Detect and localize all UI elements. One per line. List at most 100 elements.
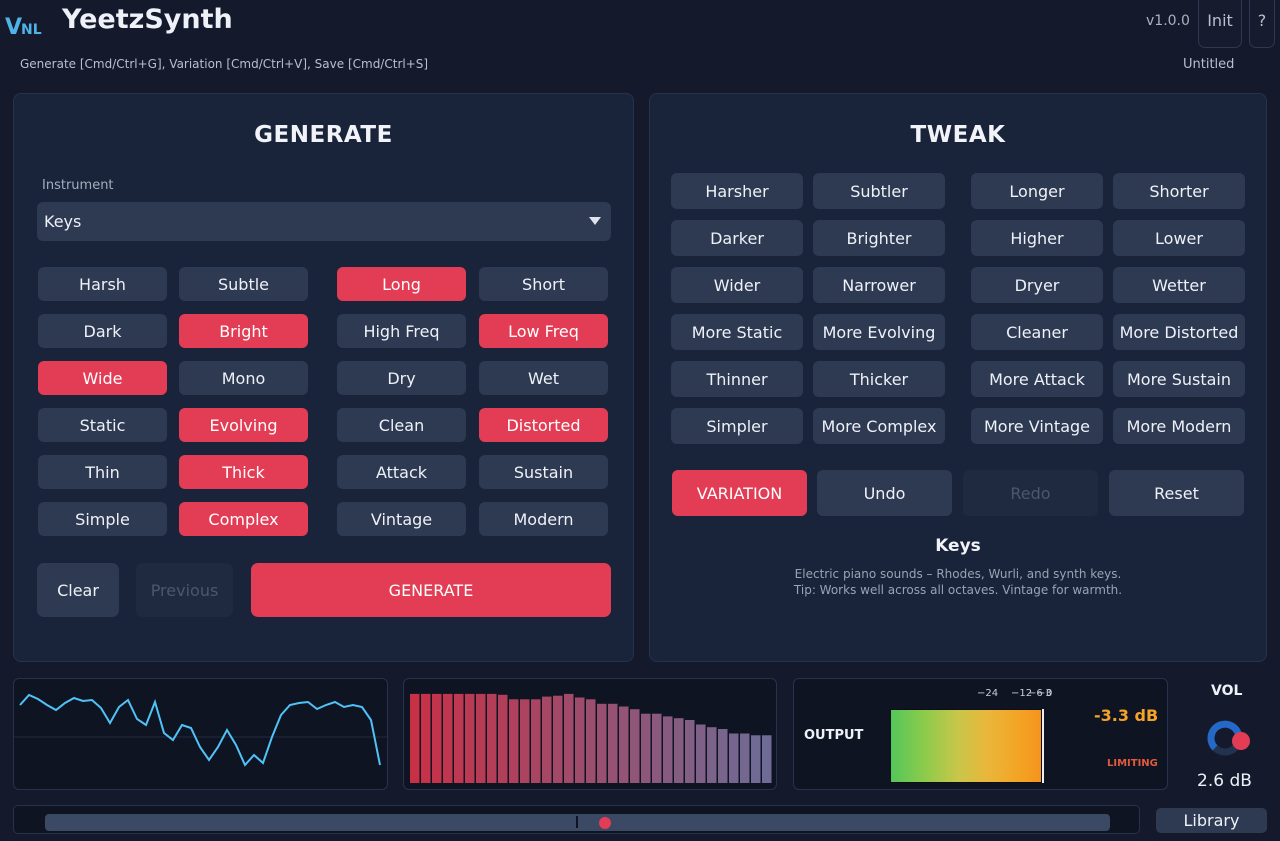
position-indicator[interactable]: [599, 817, 611, 829]
spectrum-bar: [663, 716, 673, 783]
tweak-button-wider[interactable]: Wider: [671, 267, 803, 303]
meter-tick: −12: [1011, 688, 1033, 699]
tweak-button-brighter[interactable]: Brighter: [813, 220, 945, 256]
variation-button[interactable]: VARIATION: [672, 470, 807, 516]
trait-chip-clean[interactable]: Clean: [337, 408, 466, 442]
tweak-button-simpler[interactable]: Simpler: [671, 408, 803, 444]
trait-chip-subtle[interactable]: Subtle: [179, 267, 308, 301]
keyboard-shortcuts-hint: Generate [Cmd/Ctrl+G], Variation [Cmd/Ct…: [20, 57, 429, 71]
output-meter-panel: OUTPUT −24 −12 −6 −3 0 -3.3 dB LIMITING: [793, 678, 1168, 790]
trait-chip-vintage[interactable]: Vintage: [337, 502, 466, 536]
trait-chip-mono[interactable]: Mono: [179, 361, 308, 395]
spectrum-bar: [454, 693, 464, 783]
spectrum-bar: [410, 693, 420, 783]
instrument-label: Instrument: [42, 178, 114, 193]
trait-chip-wide[interactable]: Wide: [38, 361, 167, 395]
trait-chip-static[interactable]: Static: [38, 408, 167, 442]
tweak-button-dryer[interactable]: Dryer: [971, 267, 1103, 303]
vnl-logo: V NL: [5, 15, 42, 40]
trait-chip-long[interactable]: Long: [337, 267, 466, 301]
tweak-button-longer[interactable]: Longer: [971, 173, 1103, 209]
spectrum-bar: [476, 693, 486, 783]
spectrum-bar: [553, 695, 563, 783]
tweak-button-more-distorted[interactable]: More Distorted: [1113, 314, 1245, 350]
trait-chip-complex[interactable]: Complex: [179, 502, 308, 536]
spectrum-bar: [762, 735, 772, 783]
tweak-button-thicker[interactable]: Thicker: [813, 361, 945, 397]
trait-chip-dry[interactable]: Dry: [337, 361, 466, 395]
volume-knob[interactable]: [1203, 714, 1253, 764]
trait-chip-short[interactable]: Short: [479, 267, 608, 301]
tweak-button-lower[interactable]: Lower: [1113, 220, 1245, 256]
trait-chip-attack[interactable]: Attack: [337, 455, 466, 489]
trait-chip-simple[interactable]: Simple: [38, 502, 167, 536]
tweak-button-thinner[interactable]: Thinner: [671, 361, 803, 397]
trait-chip-high-freq[interactable]: High Freq: [337, 314, 466, 348]
spectrum-bar: [652, 713, 662, 783]
trait-chip-dark[interactable]: Dark: [38, 314, 167, 348]
init-button[interactable]: Init: [1198, 0, 1242, 48]
tweak-button-more-sustain[interactable]: More Sustain: [1113, 361, 1245, 397]
trait-chip-distorted[interactable]: Distorted: [479, 408, 608, 442]
spectrum-bar: [707, 727, 717, 783]
spectrum-bar: [696, 724, 706, 783]
peak-marker: [1042, 709, 1044, 783]
tweak-button-shorter[interactable]: Shorter: [1113, 173, 1245, 209]
tweak-button-more-static[interactable]: More Static: [671, 314, 803, 350]
tweak-button-more-evolving[interactable]: More Evolving: [813, 314, 945, 350]
library-button[interactable]: Library: [1156, 808, 1267, 833]
trait-chip-low-freq[interactable]: Low Freq: [479, 314, 608, 348]
svg-text:V: V: [5, 15, 22, 40]
spectrum-bar: [509, 699, 519, 783]
tweak-panel: TWEAK Harsher Subtler Longer Shorter Darker B…: [649, 93, 1267, 662]
instrument-select[interactable]: Keys: [37, 202, 611, 241]
spectrum-bar: [443, 693, 453, 783]
volume-value: 2.6 dB: [1197, 771, 1252, 791]
spectrum-bar: [619, 706, 629, 783]
tweak-button-more-modern[interactable]: More Modern: [1113, 408, 1245, 444]
spectrum-bar: [520, 699, 530, 783]
version-label: v1.0.0: [1146, 13, 1190, 29]
trait-chip-sustain[interactable]: Sustain: [479, 455, 608, 489]
tweak-button-more-complex[interactable]: More Complex: [813, 408, 945, 444]
spectrum-bar: [542, 696, 552, 783]
trait-chip-thin[interactable]: Thin: [38, 455, 167, 489]
tweak-button-cleaner[interactable]: Cleaner: [971, 314, 1103, 350]
trait-chip-thick[interactable]: Thick: [179, 455, 308, 489]
generate-panel: GENERATE Instrument Keys Harsh Subtle Long…: [13, 93, 634, 662]
tweak-button-more-vintage[interactable]: More Vintage: [971, 408, 1103, 444]
previous-button[interactable]: Previous: [136, 563, 233, 617]
generate-button[interactable]: GENERATE: [251, 563, 611, 617]
waveform-line: [19, 693, 381, 767]
tweak-button-harsher[interactable]: Harsher: [671, 173, 803, 209]
spectrum-bar: [740, 733, 750, 783]
spectrum-bar: [465, 693, 475, 783]
redo-button[interactable]: Redo: [963, 470, 1098, 516]
spectrum-display: [403, 678, 777, 790]
tweak-button-subtler[interactable]: Subtler: [813, 173, 945, 209]
scrollbar-thumb[interactable]: [45, 814, 1110, 831]
timeline-scrollbar[interactable]: [13, 805, 1140, 834]
reset-button[interactable]: Reset: [1109, 470, 1244, 516]
tweak-button-wetter[interactable]: Wetter: [1113, 267, 1245, 303]
tweak-button-darker[interactable]: Darker: [671, 220, 803, 256]
trait-chip-evolving[interactable]: Evolving: [179, 408, 308, 442]
help-button[interactable]: ?: [1249, 0, 1275, 48]
spectrum-bar: [531, 699, 541, 783]
tweak-button-narrower[interactable]: Narrower: [813, 267, 945, 303]
trait-chip-modern[interactable]: Modern: [479, 502, 608, 536]
trait-chip-wet[interactable]: Wet: [479, 361, 608, 395]
trait-chip-bright[interactable]: Bright: [179, 314, 308, 348]
spectrum-bar: [630, 709, 640, 783]
tweak-button-higher[interactable]: Higher: [971, 220, 1103, 256]
tweak-title: TWEAK: [910, 122, 1006, 148]
trait-chip-harsh[interactable]: Harsh: [38, 267, 167, 301]
clear-button[interactable]: Clear: [37, 563, 119, 617]
meter-tick: 0: [1046, 688, 1053, 699]
chevron-down-icon: [589, 217, 601, 225]
tweak-button-more-attack[interactable]: More Attack: [971, 361, 1103, 397]
spectrum-bar: [421, 693, 431, 783]
spectrum-bar: [575, 697, 585, 783]
undo-button[interactable]: Undo: [817, 470, 952, 516]
spectrum-bar: [586, 699, 596, 783]
